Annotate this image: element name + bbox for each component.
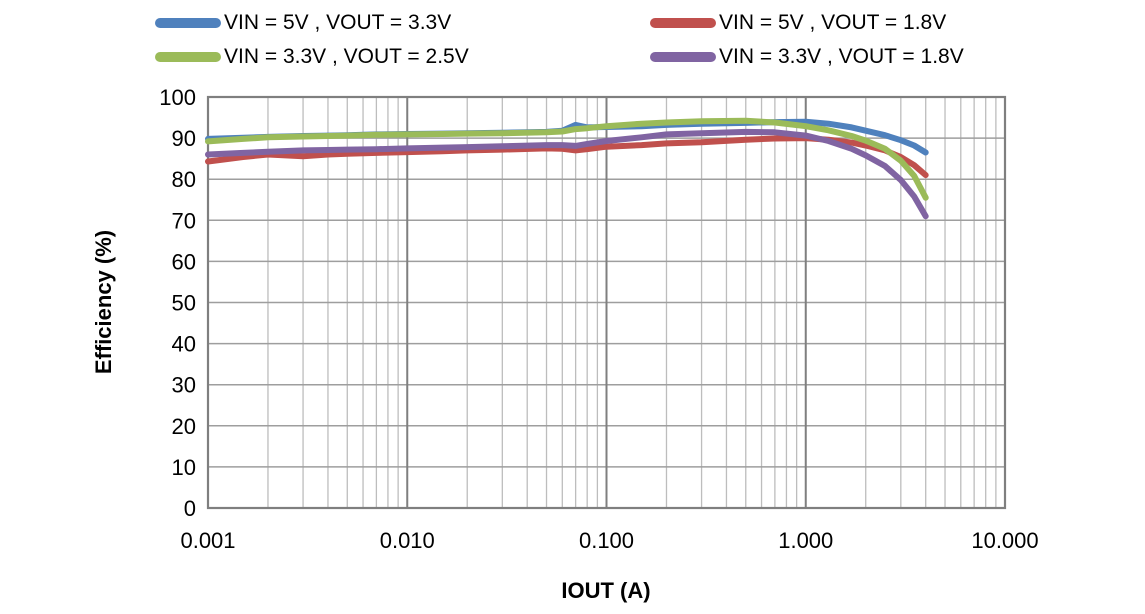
plot-border xyxy=(206,95,1007,510)
y-tick-label: 70 xyxy=(172,208,196,233)
legend-item: VIN = 3.3V , VOUT = 1.8V xyxy=(650,44,964,70)
legend-item: VIN = 3.3V , VOUT = 2.5V xyxy=(155,44,469,70)
y-tick-label: 60 xyxy=(172,249,196,274)
legend-swatch-red xyxy=(650,18,716,28)
legend-item-label: VIN = 5V , VOUT = 1.8V xyxy=(719,11,947,34)
series-line xyxy=(205,135,929,179)
x-tick-label: 0.001 xyxy=(180,528,235,553)
y-axis-title: Efficiency (%) xyxy=(91,229,116,375)
series-line xyxy=(205,117,929,201)
y-tick-label: 50 xyxy=(172,291,196,316)
series-line xyxy=(205,128,929,220)
y-tick-label: 30 xyxy=(172,373,196,398)
x-tick-label: 0.010 xyxy=(380,528,435,553)
x-tick-label: 10.000 xyxy=(971,528,1038,553)
y-tick-label: 0 xyxy=(184,496,196,521)
legend-item-label: VIN = 3.3V , VOUT = 1.8V xyxy=(719,45,964,68)
legend-swatch-green xyxy=(155,52,221,62)
legend-item: VIN = 5V , VOUT = 1.8V xyxy=(650,10,946,36)
legend-item-label: VIN = 3.3V , VOUT = 2.5V xyxy=(224,45,469,68)
y-tick-label: 40 xyxy=(172,332,196,357)
legend-item-label: VIN = 5V , VOUT = 3.3V xyxy=(224,11,452,34)
y-tick-label: 100 xyxy=(159,85,196,110)
y-tick-label: 20 xyxy=(172,414,196,439)
y-tick-label: 10 xyxy=(172,455,196,480)
x-axis-title: IOUT (A) xyxy=(561,578,651,603)
y-tick-label: 90 xyxy=(172,126,196,151)
legend-swatch-blue xyxy=(155,18,221,28)
y-tick-label: 80 xyxy=(172,167,196,192)
x-tick-label: 0.100 xyxy=(579,528,634,553)
x-tick-label: 1.000 xyxy=(778,528,833,553)
legend-item: VIN = 5V , VOUT = 3.3V xyxy=(155,10,451,36)
legend-swatch-purple xyxy=(650,52,716,62)
